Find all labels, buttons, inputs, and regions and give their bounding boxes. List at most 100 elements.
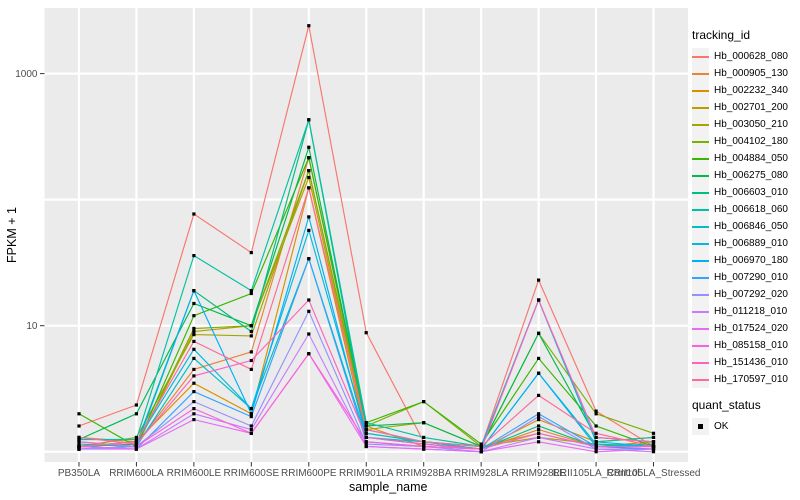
- data-point: [192, 347, 196, 351]
- legend-item: Hb_006603_010: [692, 184, 798, 201]
- data-point: [192, 412, 196, 416]
- data-point: [307, 24, 311, 28]
- data-point: [192, 339, 196, 343]
- legend-item: Hb_011218_010: [692, 303, 798, 320]
- legend-item-ok: OK: [692, 418, 798, 435]
- legend-item-label: Hb_006603_010: [714, 187, 788, 198]
- legend-item: Hb_006846_050: [692, 218, 798, 235]
- data-point: [364, 440, 368, 444]
- data-point: [364, 431, 368, 435]
- data-point: [134, 442, 138, 446]
- data-point: [594, 442, 598, 446]
- data-point: [192, 212, 196, 216]
- line-swatch-icon: [692, 259, 709, 262]
- data-point: [307, 156, 311, 160]
- legend-item: Hb_151436_010: [692, 354, 798, 371]
- data-point: [537, 278, 541, 282]
- legend-item: Hb_003050_210: [692, 116, 798, 133]
- data-point: [364, 424, 368, 428]
- legend: tracking_id Hb_000628_080 Hb_000905_130 Hb…: [692, 28, 798, 435]
- legend-item: Hb_004884_050: [692, 150, 798, 167]
- x-tick-label: RRIM928LA: [454, 468, 509, 479]
- legend-item-label: OK: [714, 421, 729, 432]
- legend-item-label: Hb_151436_010: [714, 357, 788, 368]
- data-point: [192, 418, 196, 422]
- data-point: [249, 428, 253, 432]
- legend-item-label: Hb_007292_020: [714, 289, 788, 300]
- data-point: [307, 215, 311, 219]
- line-swatch-icon: [692, 89, 709, 92]
- series-color-key: [692, 337, 709, 354]
- line-swatch-icon: [692, 276, 709, 279]
- legend-title-tracking-id: tracking_id: [692, 28, 751, 42]
- data-point: [249, 367, 253, 371]
- axis-ticks: [40, 73, 655, 467]
- data-point: [77, 424, 81, 428]
- data-point: [192, 356, 196, 360]
- series-color-key: [692, 269, 709, 286]
- series-color-key: [692, 286, 709, 303]
- legend-item: Hb_085158_010: [692, 337, 798, 354]
- data-point: [192, 326, 196, 331]
- data-point: [307, 186, 311, 190]
- legend-item-label: Hb_006846_050: [714, 221, 788, 232]
- line-swatch-icon: [692, 242, 709, 245]
- data-point: [192, 289, 196, 293]
- data-point: [307, 145, 311, 149]
- legend-item-label: Hb_004884_050: [714, 153, 788, 164]
- line-swatch-icon: [692, 72, 709, 75]
- data-point: [192, 390, 196, 394]
- legend-item: Hb_017524_020: [692, 320, 798, 337]
- legend-item: Hb_006970_180: [692, 252, 798, 269]
- data-point: [651, 444, 656, 449]
- data-point: [537, 298, 541, 302]
- x-tick-label: RRII105LA_Control: [553, 468, 640, 479]
- data-point: [479, 450, 483, 454]
- data-point: [307, 169, 311, 173]
- data-point: [134, 437, 138, 442]
- legend-item: Hb_000628_080: [692, 48, 798, 65]
- series-color-key: [692, 184, 709, 201]
- data-point: [134, 435, 138, 439]
- data-point: [537, 356, 541, 360]
- data-point: [594, 409, 598, 413]
- legend-item-label: Hb_007290_010: [714, 272, 788, 283]
- data-point: [422, 421, 426, 425]
- legend-item: Hb_006618_060: [692, 201, 798, 218]
- data-point: [249, 329, 253, 334]
- axis-tick-labels: PB350LA RRIM600LA RRIM600LE RRIM600SE RRIM60…: [15, 69, 700, 479]
- data-points: [77, 24, 656, 454]
- data-point: [77, 412, 81, 416]
- data-point: [651, 450, 656, 454]
- data-point: [537, 371, 541, 375]
- legend-item: Hb_000905_130: [692, 65, 798, 82]
- series-color-key: [692, 371, 709, 388]
- data-point: [307, 257, 311, 261]
- legend-item-label: Hb_006618_060: [714, 204, 788, 215]
- data-point: [537, 431, 541, 435]
- data-point: [364, 421, 368, 425]
- legend-item: Hb_002232_340: [692, 82, 798, 99]
- x-tick-label: RRIM600PE: [281, 468, 337, 479]
- line-swatch-icon: [692, 310, 709, 313]
- legend-item-label: Hb_170597_010: [714, 374, 788, 385]
- legend-item: Hb_007292_020: [692, 286, 798, 303]
- x-tick-label: RRIM928LE: [511, 468, 566, 479]
- data-point: [192, 400, 196, 404]
- data-point: [307, 352, 311, 356]
- data-point: [307, 332, 311, 336]
- legend-item-label: Hb_006889_010: [714, 238, 788, 249]
- x-tick-label: RRIM600SE: [224, 468, 280, 479]
- series-color-key: [692, 167, 709, 184]
- data-point: [364, 442, 368, 446]
- series-color-key: [692, 82, 709, 99]
- series-color-key: [692, 303, 709, 320]
- data-point: [307, 175, 311, 180]
- data-point: [249, 350, 253, 354]
- line-swatch-icon: [692, 174, 709, 177]
- data-point: [537, 393, 541, 397]
- data-point: [249, 334, 253, 338]
- series-color-key: [692, 133, 709, 150]
